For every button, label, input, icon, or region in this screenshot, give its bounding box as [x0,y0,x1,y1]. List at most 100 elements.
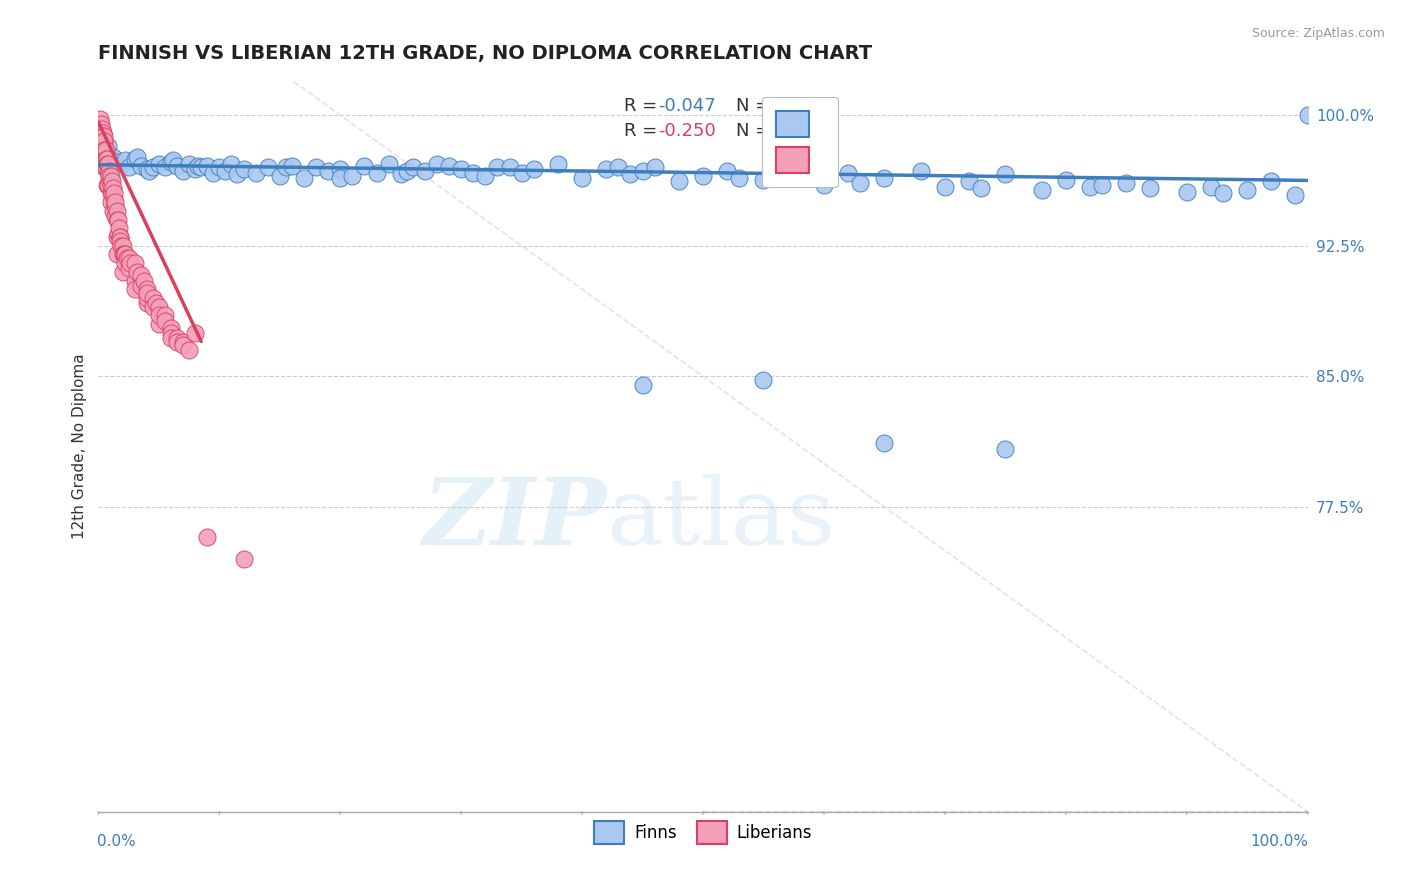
Point [105,155,128,169]
Point [305,161,328,175]
Point [118,161,141,175]
Point [644,161,666,175]
Point [97,178,120,192]
Point [1260,174,1282,188]
Point [93,128,115,143]
Point [101,186,124,201]
Point [849,176,872,190]
Text: R =: R = [624,97,664,115]
Point [135,282,157,296]
Point [97,139,120,153]
Point [100,178,122,192]
Point [105,247,128,261]
Point [413,164,436,178]
Point [166,331,188,345]
Point [148,309,170,323]
Point [970,181,993,195]
Text: -0.250: -0.250 [658,122,716,140]
Point [89,112,111,126]
Text: 79: 79 [768,122,790,140]
Point [1296,108,1319,122]
Point [160,331,183,345]
Point [96,152,118,166]
Point [486,161,509,175]
Point [100,174,122,188]
Point [91,139,114,153]
Point [90,117,112,131]
Point [100,195,122,210]
Point [114,247,136,261]
Point [148,300,170,314]
Point [377,157,399,171]
Point [631,378,654,392]
Text: 0.0%: 0.0% [97,834,136,848]
Point [162,153,184,168]
Point [127,265,149,279]
Point [153,161,176,175]
Point [98,164,121,178]
Text: FINNISH VS LIBERIAN 12TH GRADE, NO DIPLOMA CORRELATION CHART: FINNISH VS LIBERIAN 12TH GRADE, NO DIPLO… [98,45,873,63]
Point [94,161,117,175]
Point [510,165,533,179]
Point [100,152,122,166]
Point [994,442,1017,457]
Point [108,230,131,244]
Point [118,261,141,276]
Point [668,174,690,188]
Point [571,170,593,185]
Point [129,159,152,173]
Point [776,161,799,175]
Point [94,146,117,161]
Point [142,300,165,314]
Point [226,167,249,181]
Point [124,152,146,166]
Y-axis label: 12th Grade, No Diploma: 12th Grade, No Diploma [72,353,87,539]
Point [450,162,472,177]
Point [366,165,388,179]
Point [595,162,617,177]
Point [135,296,157,310]
Text: -0.047: -0.047 [658,97,716,115]
Point [160,326,183,340]
Point [619,167,641,181]
Point [129,268,152,283]
Point [214,164,236,178]
Point [101,181,124,195]
Point [523,162,546,177]
Legend: Finns, Liberians: Finns, Liberians [588,814,818,851]
Point [274,161,297,175]
Point [607,161,630,175]
Point [994,167,1017,181]
Point [1031,183,1053,197]
Point [108,221,131,235]
Point [172,338,194,352]
Point [179,343,201,358]
Point [195,530,218,544]
Point [118,256,141,270]
Point [148,317,170,331]
Point [166,334,188,349]
Point [395,164,418,178]
Point [124,256,146,270]
Point [100,169,122,183]
Point [124,274,146,288]
Point [716,164,738,178]
Point [135,162,157,177]
Point [202,165,225,179]
Point [101,203,124,218]
Point [118,251,141,265]
Point [142,291,165,305]
Point [97,169,120,183]
Point [1139,181,1161,195]
Point [91,122,114,136]
Point [111,157,134,171]
Point [91,128,114,143]
Point [389,167,412,181]
Point [813,178,835,192]
Point [148,157,170,171]
Point [104,209,127,223]
Point [142,161,165,175]
Point [111,247,134,261]
Point [172,334,194,349]
Point [101,150,124,164]
